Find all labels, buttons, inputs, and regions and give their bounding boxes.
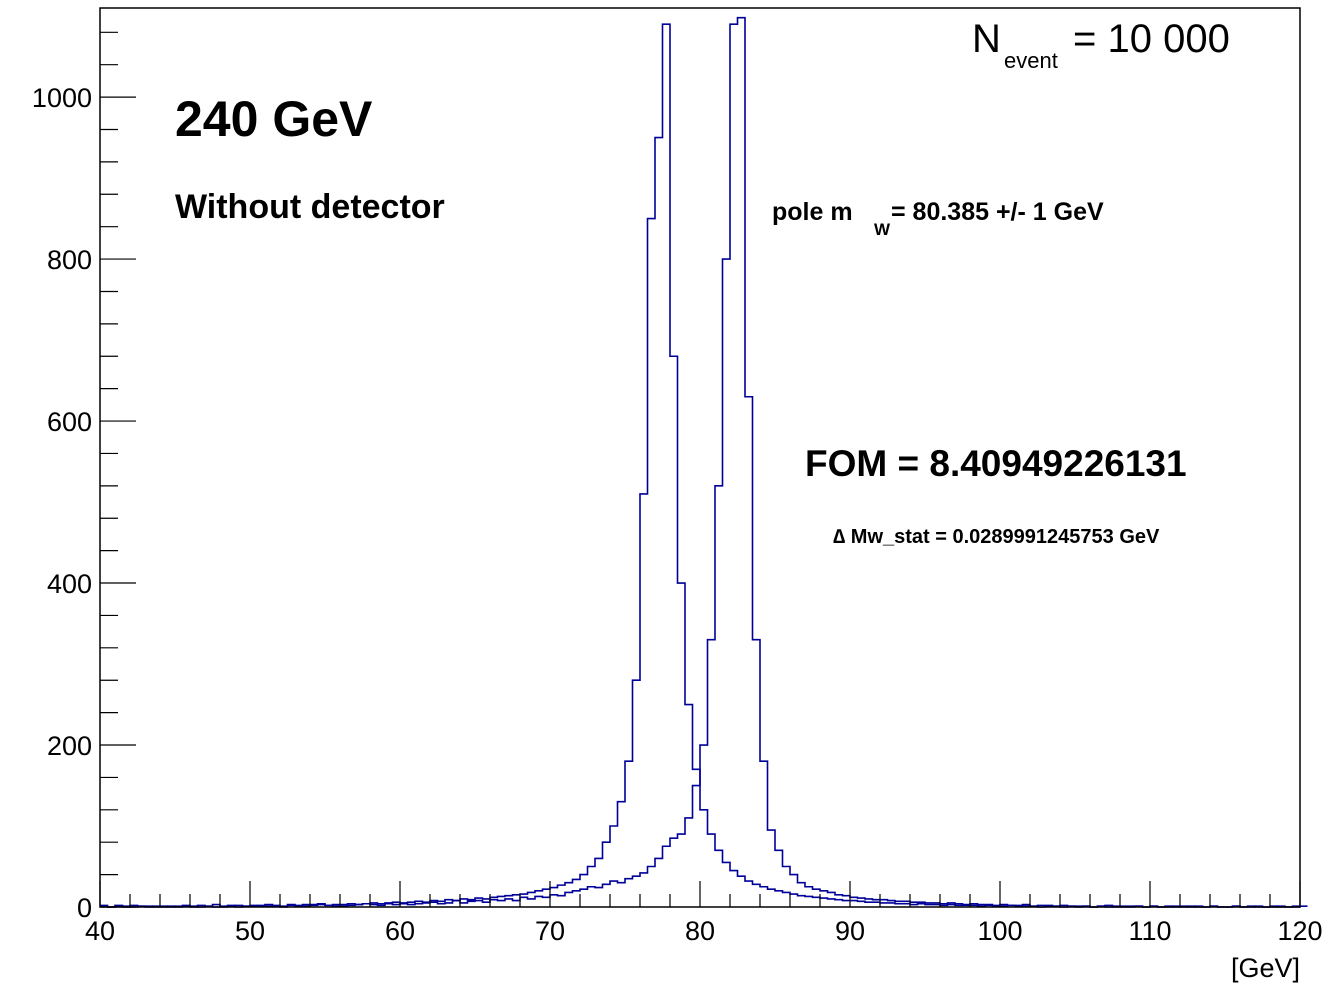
x-tick-label: 70 (535, 916, 565, 946)
pole-mass-label: pole m W = 80.385 +/- 1 GeV (772, 198, 1104, 239)
y-tick-label: 200 (47, 731, 92, 761)
x-tick-label: 80 (685, 916, 715, 946)
x-axis-label: [GeV] (1231, 953, 1300, 983)
nevent-sub: event (1004, 48, 1058, 73)
dmw-label: ∆ Mw_stat = 0.0289991245753 GeV (833, 526, 1160, 548)
x-tick-label: 90 (835, 916, 865, 946)
x-tick-label: 110 (1128, 916, 1171, 946)
y-tick-label: 1000 (32, 83, 92, 113)
energy-label: 240 GeV (175, 91, 373, 147)
y-tick-label: 0 (77, 893, 92, 923)
pole-value: = 80.385 +/- 1 GeV (891, 198, 1104, 226)
y-tick-label: 600 (47, 407, 92, 437)
detector-label: Without detector (175, 188, 445, 226)
y-tick-label: 400 (47, 569, 92, 599)
x-tick-label: 50 (235, 916, 265, 946)
y-tick-label: 800 (47, 245, 92, 275)
pole-sub: W (874, 220, 891, 239)
x-tick-label: 40 (85, 916, 115, 946)
axis-layer: 40 50 60 70 80 90 100 110 120 0 200 400 600 800 1000 (32, 31, 1323, 946)
nevent-main: N (972, 17, 1001, 61)
nevent-label: N event = 10 000 (972, 17, 1230, 73)
x-tick-label: 60 (385, 916, 415, 946)
pole-prefix: pole m (772, 198, 853, 226)
x-tick-label: 100 (977, 916, 1022, 946)
fom-label: FOM = 8.40949226131 (805, 443, 1187, 484)
x-tick-label: 120 (1277, 916, 1322, 946)
nevent-value: = 10 000 (1073, 17, 1230, 61)
